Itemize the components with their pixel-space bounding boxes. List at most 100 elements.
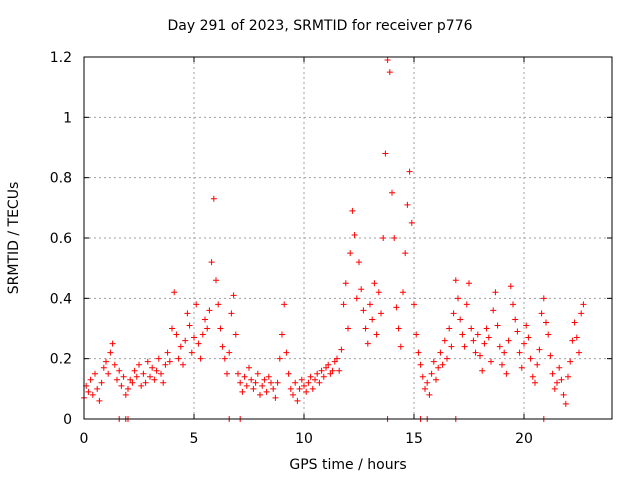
data-point (329, 367, 336, 374)
data-point (151, 376, 158, 383)
data-point (213, 277, 219, 284)
data-point (94, 385, 101, 392)
data-point (554, 379, 560, 386)
data-point (221, 355, 228, 362)
data-point (364, 340, 371, 347)
data-point (569, 337, 576, 344)
data-point (87, 376, 94, 383)
data-point (318, 367, 325, 374)
data-point (470, 337, 477, 344)
data-point (153, 367, 160, 374)
data-point (402, 250, 409, 257)
data-point (129, 379, 136, 386)
data-point (547, 352, 554, 359)
data-point (400, 289, 406, 296)
data-point (479, 367, 486, 374)
data-point (116, 367, 123, 374)
data-point (510, 301, 516, 308)
data-point (287, 385, 294, 392)
data-point (268, 379, 274, 386)
data-point (92, 370, 98, 377)
data-point (545, 331, 552, 338)
data-point (303, 388, 310, 395)
data-point (230, 292, 237, 299)
data-point (525, 334, 532, 341)
data-point (450, 310, 457, 317)
data-point (444, 355, 450, 362)
data-point (103, 358, 109, 365)
data-point (485, 334, 492, 341)
y-tick-label: 0.8 (50, 171, 72, 187)
data-point (290, 391, 296, 398)
data-point (147, 373, 153, 380)
data-point (246, 364, 252, 371)
y-tick-label: 0 (63, 412, 72, 428)
data-point (571, 319, 578, 326)
data-point (527, 355, 534, 362)
data-point (204, 325, 211, 332)
x-tick-label: 10 (295, 431, 313, 447)
data-point (488, 358, 494, 365)
data-point (109, 340, 116, 347)
data-point (534, 361, 541, 368)
data-point (503, 370, 510, 377)
data-point (274, 379, 281, 386)
data-point (437, 349, 444, 356)
data-point (578, 310, 585, 317)
data-point (424, 379, 431, 386)
data-point (529, 373, 536, 380)
data-point (325, 361, 332, 368)
data-point (202, 316, 208, 323)
data-point (206, 307, 213, 314)
data-point (426, 391, 433, 398)
data-point (127, 376, 134, 383)
data-point (496, 343, 503, 350)
data-point (98, 379, 105, 386)
data-point (301, 382, 307, 389)
data-point (259, 382, 266, 389)
data-point (316, 379, 323, 386)
data-point (551, 385, 558, 392)
data-point (567, 358, 574, 365)
data-point (481, 340, 488, 347)
y-tick-label: 0.4 (50, 291, 72, 307)
data-point (408, 219, 415, 226)
y-axis-label: SRMTID / TECUs (6, 181, 22, 295)
x-tick-label: 20 (515, 431, 533, 447)
data-point (356, 259, 362, 266)
data-point (191, 334, 197, 341)
data-point (131, 367, 138, 374)
data-point (358, 286, 365, 293)
data-point (184, 310, 191, 317)
data-point (283, 349, 290, 356)
data-point (219, 343, 226, 350)
data-point (435, 364, 442, 371)
data-point (111, 361, 118, 368)
data-point (210, 195, 217, 202)
data-point (235, 370, 241, 377)
data-point (89, 391, 96, 398)
data-point (149, 364, 156, 371)
data-point (391, 235, 398, 241)
data-point (468, 325, 475, 332)
data-point (413, 331, 420, 338)
data-point (279, 331, 285, 338)
data-point (144, 358, 151, 365)
data-point (138, 382, 145, 389)
data-point (565, 373, 571, 380)
data-point (309, 385, 316, 392)
data-point (276, 355, 283, 362)
data-point (455, 295, 461, 302)
data-point (397, 343, 404, 350)
chart-title: Day 291 of 2023, SRMTID for receiver p77… (167, 18, 473, 34)
data-point (142, 379, 149, 386)
data-point (540, 295, 547, 302)
data-point (556, 364, 563, 371)
data-point (294, 397, 301, 404)
data-point (107, 349, 114, 356)
data-point (336, 367, 343, 374)
data-point (281, 301, 288, 308)
data-point (532, 379, 538, 386)
data-point (96, 397, 103, 404)
data-point (367, 301, 373, 308)
